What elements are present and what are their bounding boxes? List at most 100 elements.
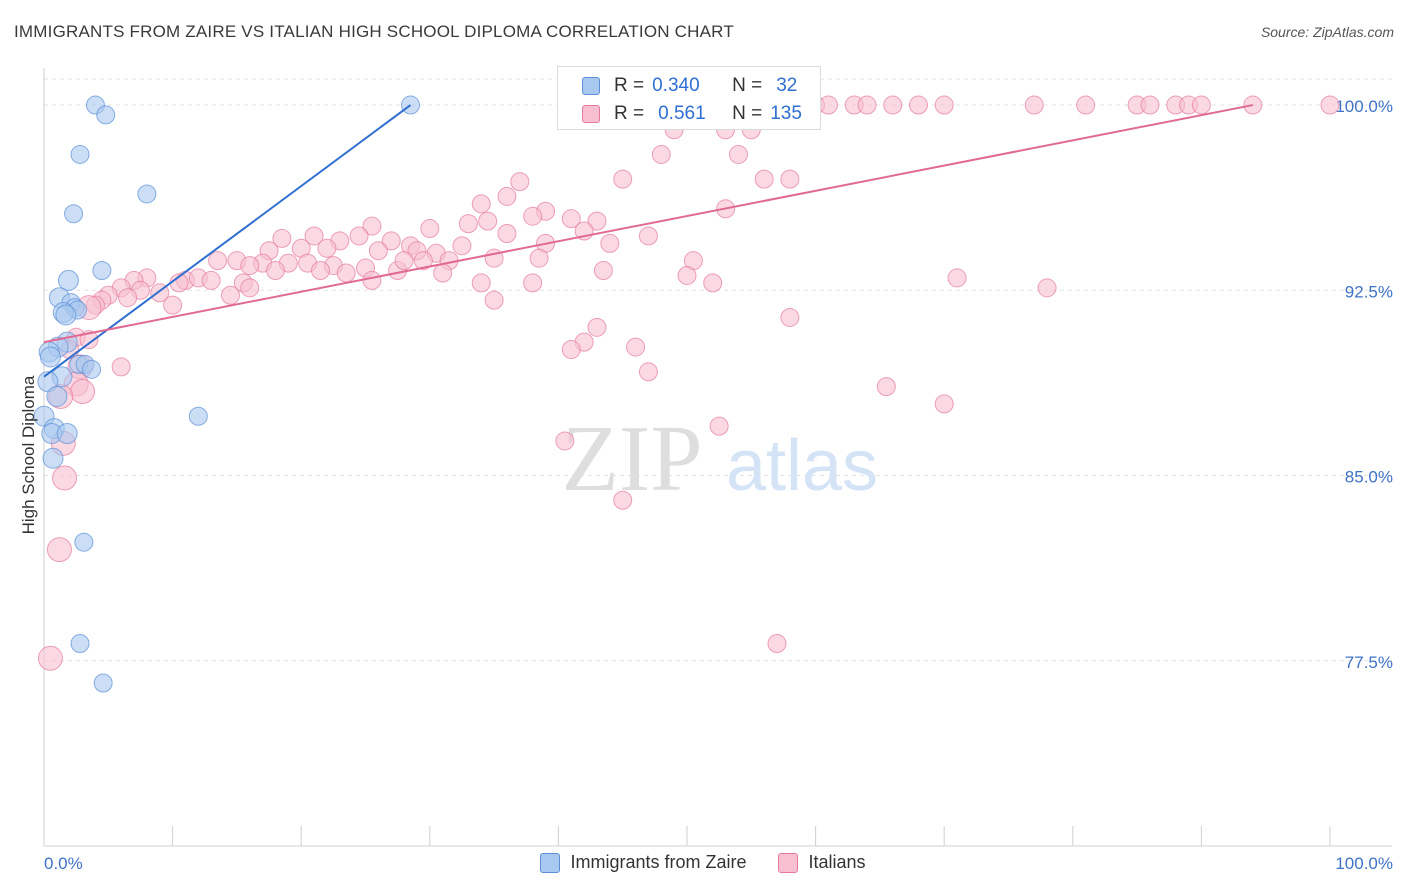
italians-point: [883, 95, 903, 115]
italians-point: [208, 251, 228, 271]
legend-swatch-italians: [582, 105, 600, 123]
bottom-legend: Immigrants from Zaire Italians: [0, 852, 1406, 873]
x-tick-label: 0.0%: [44, 854, 83, 873]
trend-lines: [43, 104, 1254, 378]
italians-point: [613, 490, 633, 510]
italians-point: [908, 95, 928, 115]
italians-point: [529, 248, 549, 268]
zaire-point: [93, 673, 113, 693]
italians-point: [709, 416, 729, 436]
italians-point: [1024, 95, 1044, 115]
italians-point: [587, 317, 607, 337]
zaire-point: [74, 532, 94, 552]
y-tick-label: 77.5%: [1345, 653, 1393, 672]
italians-point: [510, 172, 530, 192]
zaire-trend-line: [43, 104, 412, 378]
y-axis-label: High School Diploma: [19, 375, 38, 534]
zaire-point: [137, 184, 157, 204]
italians-point: [163, 295, 183, 315]
italians-point: [728, 144, 748, 164]
italians-point: [561, 340, 581, 360]
italians-point: [651, 144, 671, 164]
bottom-legend-label-zaire: Immigrants from Zaire: [570, 852, 747, 872]
italians-point: [52, 465, 78, 491]
legend-n-value-italians: 135: [770, 103, 802, 124]
italians-point: [638, 362, 658, 382]
legend-r-value-italians: 0.561: [658, 103, 706, 124]
zaire-point: [57, 269, 79, 291]
bottom-legend-swatch-italians: [778, 852, 799, 873]
legend-row-italians: R = 0.561 N = 135: [582, 101, 802, 127]
italians-point: [46, 537, 72, 563]
italians-point: [381, 231, 401, 251]
italians-point: [626, 337, 646, 357]
italians-point: [452, 236, 472, 256]
italians-point: [362, 270, 382, 290]
legend-swatch-zaire: [582, 77, 600, 95]
italians-point: [240, 278, 260, 298]
zaire-point: [188, 406, 208, 426]
zaire-point: [64, 204, 84, 224]
italians-point: [1320, 95, 1340, 115]
watermark-zip: ZIP: [562, 407, 703, 511]
italians-point: [310, 261, 330, 281]
italians-point: [111, 357, 131, 377]
zaire-point: [56, 423, 78, 445]
legend-r-value-zaire: 0.340: [652, 75, 700, 96]
chart-title: IMMIGRANTS FROM ZAIRE VS ITALIAN HIGH SC…: [14, 22, 734, 41]
italians-point: [70, 379, 96, 405]
italians-point: [780, 169, 800, 189]
italians-point: [394, 251, 414, 271]
italians-point: [947, 268, 967, 288]
series-italians: [37, 95, 1340, 671]
y-tick-label: 100.0%: [1335, 97, 1393, 116]
stats-legend: R = 0.340 N = 32 R = 0.561 N = 135: [557, 66, 821, 130]
italians-point: [780, 307, 800, 327]
source-label: Source: ZipAtlas.com: [1260, 24, 1394, 40]
italians-point: [220, 285, 240, 305]
italians-point: [754, 169, 774, 189]
series-zaire: [33, 95, 421, 693]
gridlines: [44, 78, 1392, 662]
legend-r-label: R =: [614, 75, 645, 96]
italians-point: [555, 431, 575, 451]
y-tick-label: 92.5%: [1345, 282, 1393, 301]
italians-point: [857, 95, 877, 115]
zaire-point: [39, 346, 61, 368]
italians-point: [272, 228, 292, 248]
italians-point: [201, 270, 221, 290]
axes: [43, 68, 1392, 847]
italians-point: [458, 214, 478, 234]
italians-trend-line: [43, 104, 1254, 344]
italians-point: [523, 206, 543, 226]
italians-point: [433, 263, 453, 283]
zaire-point: [96, 105, 116, 125]
italians-point: [118, 288, 138, 308]
italians-point: [818, 95, 838, 115]
watermark-atlas: atlas: [726, 426, 878, 506]
zaire-point: [55, 304, 77, 326]
italians-point: [349, 226, 369, 246]
italians-point: [478, 211, 498, 231]
zaire-point: [92, 261, 112, 281]
italians-point: [587, 211, 607, 231]
italians-point: [934, 95, 954, 115]
italians-point: [1191, 95, 1211, 115]
y-tick-label: 85.0%: [1345, 468, 1393, 487]
italians-point: [304, 226, 324, 246]
italians-point: [497, 186, 517, 206]
bottom-legend-item-italians[interactable]: Italians: [778, 852, 866, 873]
italians-point: [420, 219, 440, 239]
italians-point: [703, 273, 723, 293]
italians-point: [317, 238, 337, 258]
italians-point: [600, 233, 620, 253]
x-tick-label: 100.0%: [1335, 854, 1393, 873]
zaire-point: [82, 359, 102, 379]
bottom-legend-item-zaire[interactable]: Immigrants from Zaire: [540, 852, 746, 873]
italians-point: [613, 169, 633, 189]
legend-r-label: R =: [614, 103, 645, 124]
italians-point: [265, 261, 285, 281]
italians-point: [523, 273, 543, 293]
italians-point: [561, 209, 581, 229]
